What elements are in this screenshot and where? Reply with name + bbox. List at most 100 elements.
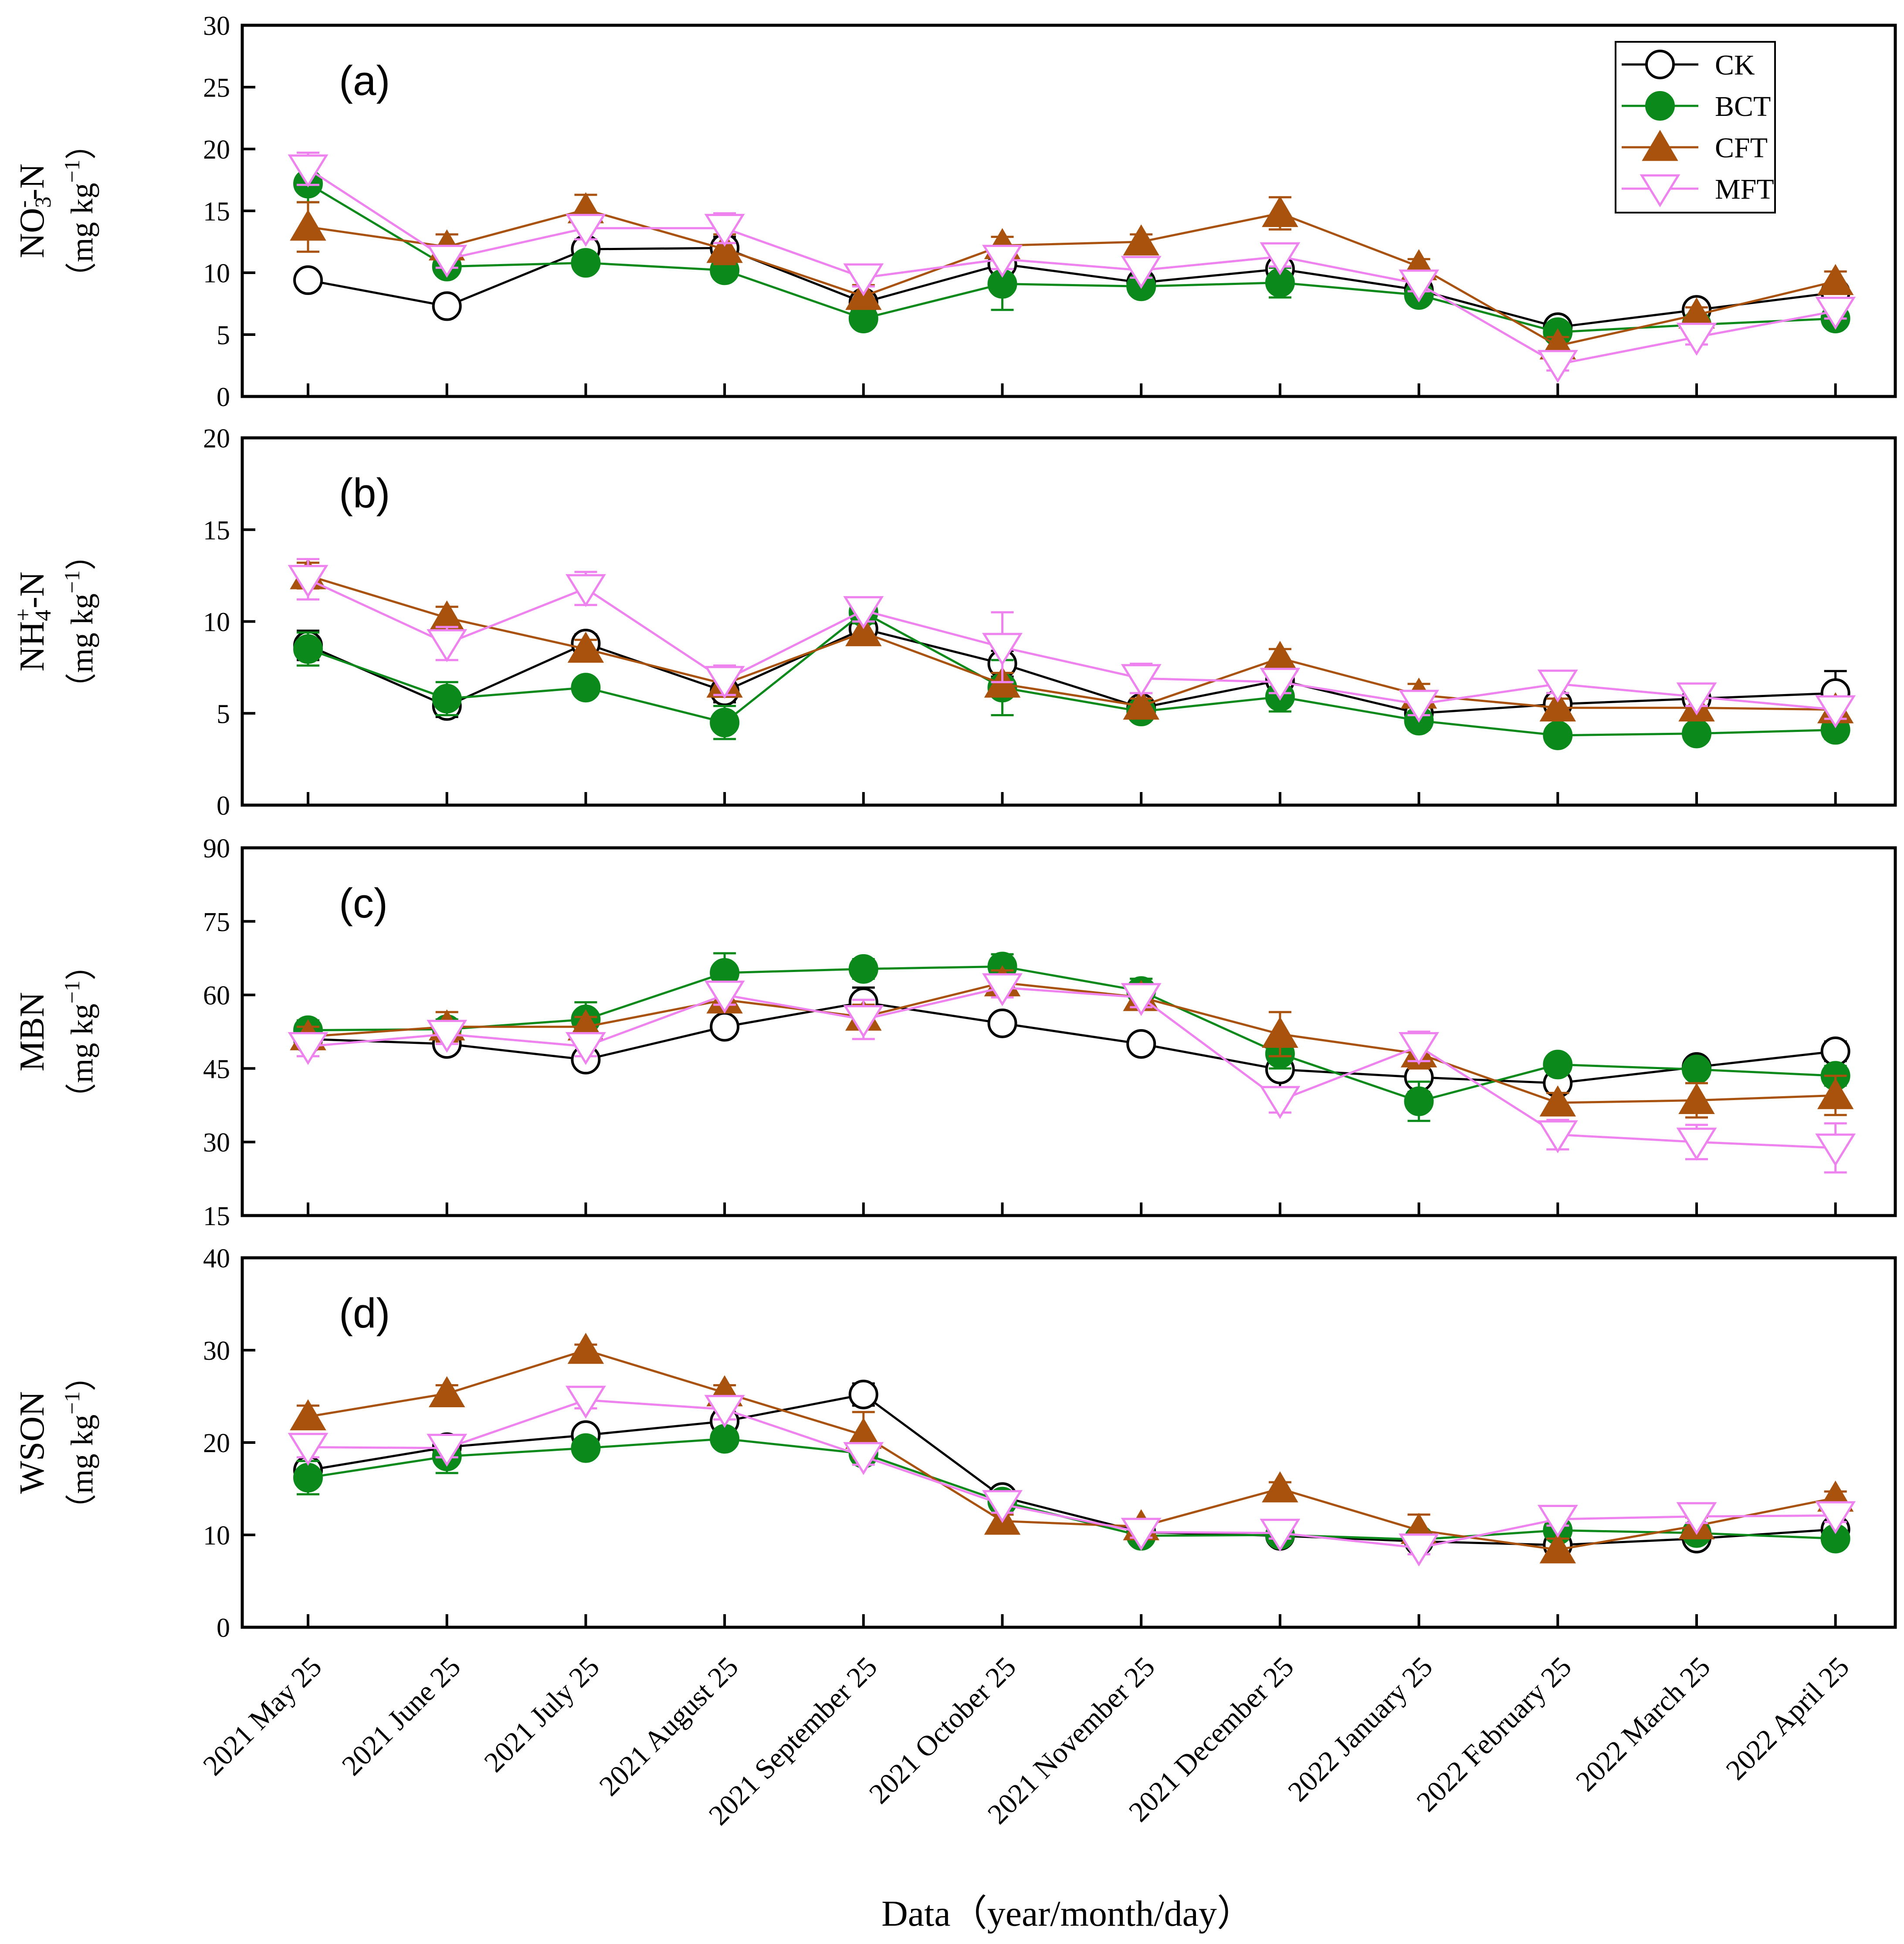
data-point: [288, 1032, 329, 1065]
data-point: [1121, 1517, 1162, 1551]
y-axis-unit-close: ）: [64, 1360, 99, 1391]
y-axis-title: MBN: [13, 992, 51, 1071]
y-tick-label: 75: [203, 908, 230, 937]
y-axis-title-superscript: -: [11, 200, 36, 208]
legend-label: CK: [1715, 49, 1755, 81]
y-axis-unit-superscript: −1: [60, 980, 84, 1003]
data-point: [1262, 1471, 1298, 1503]
data-point: [432, 291, 462, 321]
y-tick-label: 30: [203, 11, 230, 41]
series-line: [308, 981, 1836, 1104]
data-point: [1820, 1036, 1850, 1067]
series-line: [308, 1393, 1836, 1546]
data-point: [427, 1433, 468, 1467]
data-point: [1123, 224, 1159, 256]
legend-box: [1615, 41, 1776, 213]
data-point: [432, 684, 462, 714]
data-point: [293, 1463, 323, 1493]
data-point: [982, 1490, 1023, 1523]
data-point: [1682, 1054, 1711, 1084]
series-line: [308, 1001, 1836, 1084]
data-point: [1817, 264, 1854, 295]
y-axis-title: NH4+-N: [11, 572, 56, 671]
data-point: [567, 1333, 604, 1364]
legend-marker: [1645, 50, 1675, 79]
data-point: [1121, 256, 1162, 289]
panel-label: (c): [339, 880, 388, 927]
y-axis-unit-open: （mg kg: [64, 1004, 99, 1114]
y-tick-label: 0: [217, 791, 230, 821]
legend-marker: [1645, 91, 1675, 121]
y-axis-unit-superscript: −1: [60, 159, 84, 183]
y-tick-label: 5: [217, 699, 230, 729]
y-tick-label: 30: [203, 1128, 230, 1158]
series-line: [308, 574, 1836, 711]
data-point: [1815, 695, 1856, 728]
y-axis-unit: （mg kg−1）: [60, 539, 99, 704]
series-line: [307, 627, 1836, 715]
y-tick-label: 10: [203, 1521, 230, 1551]
series-line: [308, 986, 1836, 1149]
y-tick-label: 5: [217, 321, 230, 350]
data-point: [1404, 1086, 1434, 1116]
data-point: [567, 631, 604, 663]
data-point: [1260, 1086, 1301, 1119]
y-axis-unit-open: （mg kg: [64, 183, 99, 294]
data-point: [710, 1012, 740, 1042]
y-tick-label: 0: [217, 383, 230, 412]
data-point: [290, 1399, 326, 1431]
y-tick-label: 20: [203, 135, 230, 165]
y-axis-title-base: NO: [13, 208, 51, 258]
data-point: [1537, 669, 1578, 703]
y-tick-label: 30: [203, 1336, 230, 1366]
data-point: [1260, 242, 1301, 275]
data-point: [427, 629, 468, 662]
y-tick-label: 15: [203, 1202, 230, 1231]
y-axis-unit: （mg kg−1）: [60, 949, 99, 1114]
data-point: [710, 708, 740, 738]
legend-label: CFT: [1715, 132, 1768, 164]
series-line: [308, 1349, 1836, 1551]
data-point: [987, 1008, 1017, 1038]
data-point: [704, 213, 745, 247]
data-point: [293, 634, 323, 664]
data-point: [428, 1376, 465, 1408]
y-axis-unit: （mg kg−1）: [60, 1360, 99, 1525]
y-axis-title: NO3--N: [11, 163, 56, 258]
data-point: [1678, 1083, 1715, 1114]
series-mft: [288, 152, 1856, 383]
data-point: [1399, 269, 1440, 303]
data-point: [427, 1019, 468, 1053]
y-axis-title-superscript: +: [11, 608, 36, 621]
legend-entry-bct: BCT: [1622, 91, 1771, 122]
y-tick-label: 15: [203, 197, 230, 227]
data-point: [845, 615, 882, 647]
y-tick-label: 10: [203, 608, 230, 637]
panel-label: (b): [339, 470, 390, 517]
y-tick-label: 45: [203, 1054, 230, 1084]
data-point: [1543, 1050, 1573, 1080]
y-axis-title-tail: -N: [13, 163, 51, 200]
data-point: [982, 973, 1023, 1006]
y-axis-unit-close: ）: [64, 949, 99, 980]
data-point: [1682, 718, 1711, 748]
data-point: [1817, 1078, 1854, 1109]
data-point: [843, 263, 884, 297]
y-axis-title-subscript: 3: [31, 196, 56, 208]
data-point: [565, 1032, 606, 1065]
series-mft: [288, 558, 1856, 728]
data-point: [1537, 1120, 1578, 1154]
data-point: [1126, 1029, 1156, 1059]
y-axis-unit-close: ）: [64, 539, 99, 570]
legend-marker: [1642, 130, 1678, 161]
y-axis-title-base: NH: [13, 621, 51, 672]
series-mft: [288, 1385, 1856, 1567]
data-point: [1537, 350, 1578, 383]
legend-label: BCT: [1715, 91, 1771, 122]
data-point: [1539, 690, 1576, 722]
data-point: [843, 596, 884, 629]
y-tick-label: 0: [217, 1613, 230, 1643]
series-line: [308, 247, 1836, 329]
